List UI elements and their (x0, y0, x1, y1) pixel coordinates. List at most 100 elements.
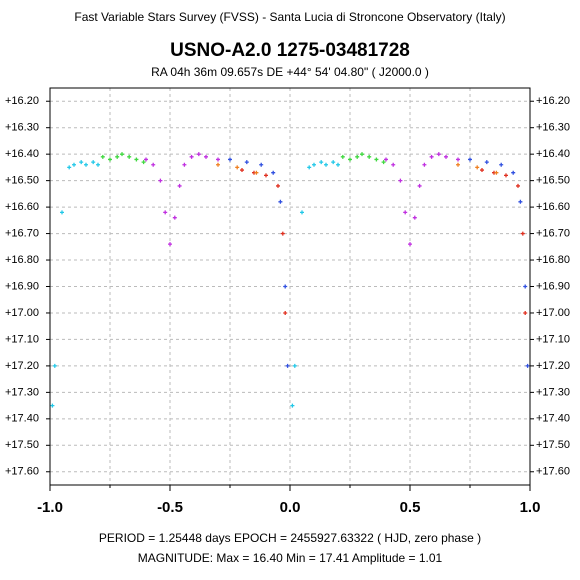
data-point (177, 183, 182, 188)
y-tick-label: +16.30 (536, 122, 570, 134)
y-tick-label: +17.60 (5, 466, 39, 478)
data-point (204, 154, 208, 159)
data-point (403, 210, 408, 215)
data-point (355, 154, 360, 159)
data-point (381, 160, 386, 165)
data-point (511, 170, 516, 175)
y-tick-label: +16.30 (5, 122, 39, 134)
data-point (384, 157, 388, 162)
data-point (276, 183, 280, 188)
data-point (79, 160, 84, 165)
data-point (523, 284, 528, 289)
data-point (408, 242, 412, 247)
data-point (324, 162, 328, 167)
data-point (336, 162, 340, 167)
data-point (436, 152, 441, 157)
data-point (475, 165, 480, 170)
data-point (444, 154, 448, 159)
data-point (254, 170, 259, 175)
y-tick-label: +16.20 (536, 95, 570, 107)
data-point (151, 162, 156, 167)
chart-subtitle: RA 04h 36m 09.657s DE +44° 54' 04.80" ( … (151, 65, 429, 79)
data-point (264, 173, 268, 178)
x-tick-label: -0.5 (157, 499, 183, 516)
y-tick-label: +17.40 (536, 413, 570, 425)
data-point (412, 215, 417, 220)
y-tick-label: +17.40 (5, 413, 39, 425)
data-point (331, 160, 336, 165)
data-point (398, 178, 403, 183)
data-point (429, 154, 434, 159)
plot-frame (49, 87, 531, 486)
data-point (189, 154, 194, 159)
data-point (108, 157, 112, 162)
data-point (182, 162, 187, 167)
data-point (216, 162, 220, 167)
x-tick-label: 1.0 (520, 499, 541, 516)
data-point (374, 157, 379, 162)
y-tick-label: +16.60 (536, 201, 570, 213)
data-point (499, 162, 504, 167)
data-point (300, 210, 304, 215)
data-point (285, 363, 290, 368)
data-point (172, 215, 177, 220)
chart-title: USNO-A2.0 1275-03481728 (170, 40, 410, 61)
data-point (518, 199, 523, 204)
y-tick-label: +16.50 (536, 175, 570, 187)
x-tick-label: -1.0 (37, 499, 63, 516)
data-point (96, 162, 100, 167)
data-point (52, 363, 57, 368)
data-point (240, 168, 244, 173)
data-point (127, 154, 132, 159)
data-point (196, 152, 201, 157)
data-point (494, 170, 499, 175)
data-point (312, 162, 316, 167)
data-point (348, 157, 352, 162)
data-point (120, 152, 124, 157)
data-point (340, 154, 345, 159)
data-point (60, 210, 64, 215)
data-point (100, 154, 105, 159)
y-tick-label: +16.50 (5, 175, 39, 187)
y-tick-label: +16.80 (5, 254, 39, 266)
data-point (168, 242, 172, 247)
data-point (259, 162, 264, 167)
data-point (456, 162, 460, 167)
y-tick-label: +17.00 (536, 307, 570, 319)
data-point (520, 231, 525, 236)
y-tick-label: +17.60 (536, 466, 570, 478)
data-point (228, 157, 232, 162)
data-point (235, 165, 240, 170)
y-tick-label: +17.00 (5, 307, 39, 319)
data-point (134, 157, 139, 162)
data-point (144, 157, 148, 162)
y-tick-label: +17.50 (5, 439, 39, 451)
data-point (283, 310, 288, 315)
y-tick-label: +17.10 (536, 333, 570, 345)
y-tick-label: +16.70 (5, 227, 39, 239)
data-point (319, 160, 324, 165)
x-tick-label: 0.0 (280, 499, 301, 516)
data-point (516, 183, 520, 188)
data-point (484, 160, 489, 165)
data-point (115, 154, 120, 159)
footer-line: PERIOD = 1.25448 days EPOCH = 2455927.63… (99, 531, 481, 545)
data-point (360, 152, 364, 157)
y-tick-label: +16.90 (536, 280, 570, 292)
data-point (72, 162, 76, 167)
y-tick-label: +16.70 (536, 227, 570, 239)
data-point (283, 284, 288, 289)
x-tick-label: 0.5 (400, 499, 421, 516)
y-tick-label: +17.10 (5, 333, 39, 345)
data-point (163, 210, 168, 215)
data-point (367, 154, 372, 159)
y-tick-label: +16.60 (5, 201, 39, 213)
y-tick-label: +16.80 (536, 254, 570, 266)
data-point (158, 178, 163, 183)
data-point (422, 162, 427, 167)
data-point (84, 162, 88, 167)
data-point (525, 363, 530, 368)
data-point (307, 165, 312, 170)
